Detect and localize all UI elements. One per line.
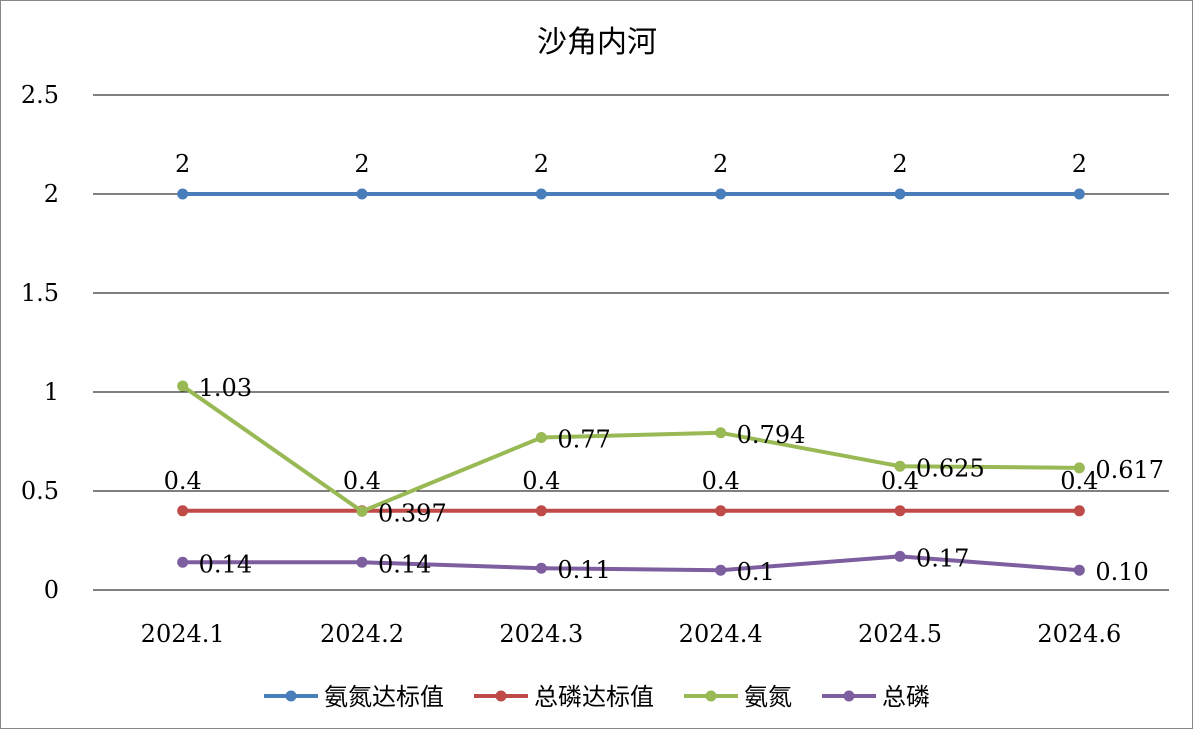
data-label: 0.11 <box>557 556 610 584</box>
x-tick-label: 2024.3 <box>499 620 583 648</box>
chart-title: 沙角内河 <box>537 25 657 60</box>
data-label: 0.77 <box>557 426 610 454</box>
legend-swatch-marker <box>705 690 717 702</box>
data-point <box>356 188 368 200</box>
data-labels: 2 2 2 2 2 2 0.4 0.4 0.4 0.4 0.4 0.4 1.03 0.397 0.77 0.7… <box>164 150 1164 586</box>
legend-label: 总磷 <box>882 683 930 711</box>
legend-swatch-marker <box>285 690 297 702</box>
data-point <box>177 380 189 392</box>
data-point <box>894 505 906 517</box>
data-point <box>894 460 906 472</box>
data-label: 0.14 <box>378 550 431 578</box>
data-label: 0.617 <box>1095 456 1164 484</box>
data-label: 2 <box>713 150 728 178</box>
data-point <box>715 505 727 517</box>
data-label: 0.4 <box>1060 467 1098 495</box>
legend-swatch-marker <box>843 690 855 702</box>
data-point <box>1073 462 1085 474</box>
data-label: 0.794 <box>737 421 806 449</box>
gridlines <box>93 94 1169 591</box>
data-label: 1.03 <box>199 374 252 402</box>
x-tick-label: 2024.4 <box>679 620 763 648</box>
data-point <box>535 188 547 200</box>
data-label: 0.625 <box>916 454 985 482</box>
y-tick-label: 2 <box>44 180 59 208</box>
data-point <box>894 550 906 562</box>
legend-label: 总磷达标值 <box>534 683 654 711</box>
y-tick-label: 0.5 <box>21 477 59 505</box>
data-label: 2 <box>534 150 549 178</box>
data-point <box>715 564 727 576</box>
data-point <box>1073 564 1085 576</box>
data-label: 2 <box>1072 150 1087 178</box>
data-label: 2 <box>892 150 907 178</box>
data-label: 0.397 <box>378 499 447 527</box>
y-tick-label: 0 <box>44 576 59 604</box>
x-tick-label: 2024.2 <box>320 620 404 648</box>
legend-label: 氨氮达标值 <box>324 683 444 711</box>
legend-label: 氨氮 <box>744 683 792 711</box>
data-point <box>535 562 547 574</box>
data-point <box>535 505 547 517</box>
data-point <box>715 188 727 200</box>
x-axis-ticks: 2024.1 2024.2 2024.3 2024.4 2024.5 2024.6 <box>141 620 1122 648</box>
x-tick-label: 2024.6 <box>1037 620 1121 648</box>
data-label: 0.4 <box>343 467 381 495</box>
data-label: 0.4 <box>522 467 560 495</box>
legend: 氨氮达标值 总磷达标值 氨氮 总磷 <box>264 683 930 711</box>
data-label: 0.1 <box>737 558 775 586</box>
data-point <box>535 432 547 444</box>
data-label: 0.14 <box>199 550 252 578</box>
series-line <box>181 384 1080 514</box>
data-point <box>356 556 368 568</box>
data-label: 2 <box>354 150 369 178</box>
data-label: 2 <box>175 150 190 178</box>
data-point <box>177 505 189 517</box>
data-point <box>356 505 368 517</box>
data-label: 0.17 <box>916 544 969 572</box>
data-label: 0.4 <box>702 467 740 495</box>
legend-swatch-marker <box>495 690 507 702</box>
data-point <box>177 188 189 200</box>
y-tick-label: 2.5 <box>21 81 59 109</box>
series-line <box>182 554 1080 573</box>
y-axis-ticks: 0 0.5 1 1.5 2 2.5 <box>21 81 59 604</box>
data-label: 0.4 <box>164 467 202 495</box>
data-point <box>1073 505 1085 517</box>
x-tick-label: 2024.5 <box>858 620 942 648</box>
x-tick-label: 2024.1 <box>141 620 225 648</box>
y-tick-label: 1 <box>44 378 59 406</box>
data-label: 0.10 <box>1095 558 1148 586</box>
y-tick-label: 1.5 <box>21 279 59 307</box>
data-label: 0.4 <box>881 467 919 495</box>
data-point <box>715 427 727 439</box>
data-point <box>177 556 189 568</box>
series-group <box>177 188 1085 576</box>
data-point <box>1073 188 1085 200</box>
data-point <box>894 188 906 200</box>
